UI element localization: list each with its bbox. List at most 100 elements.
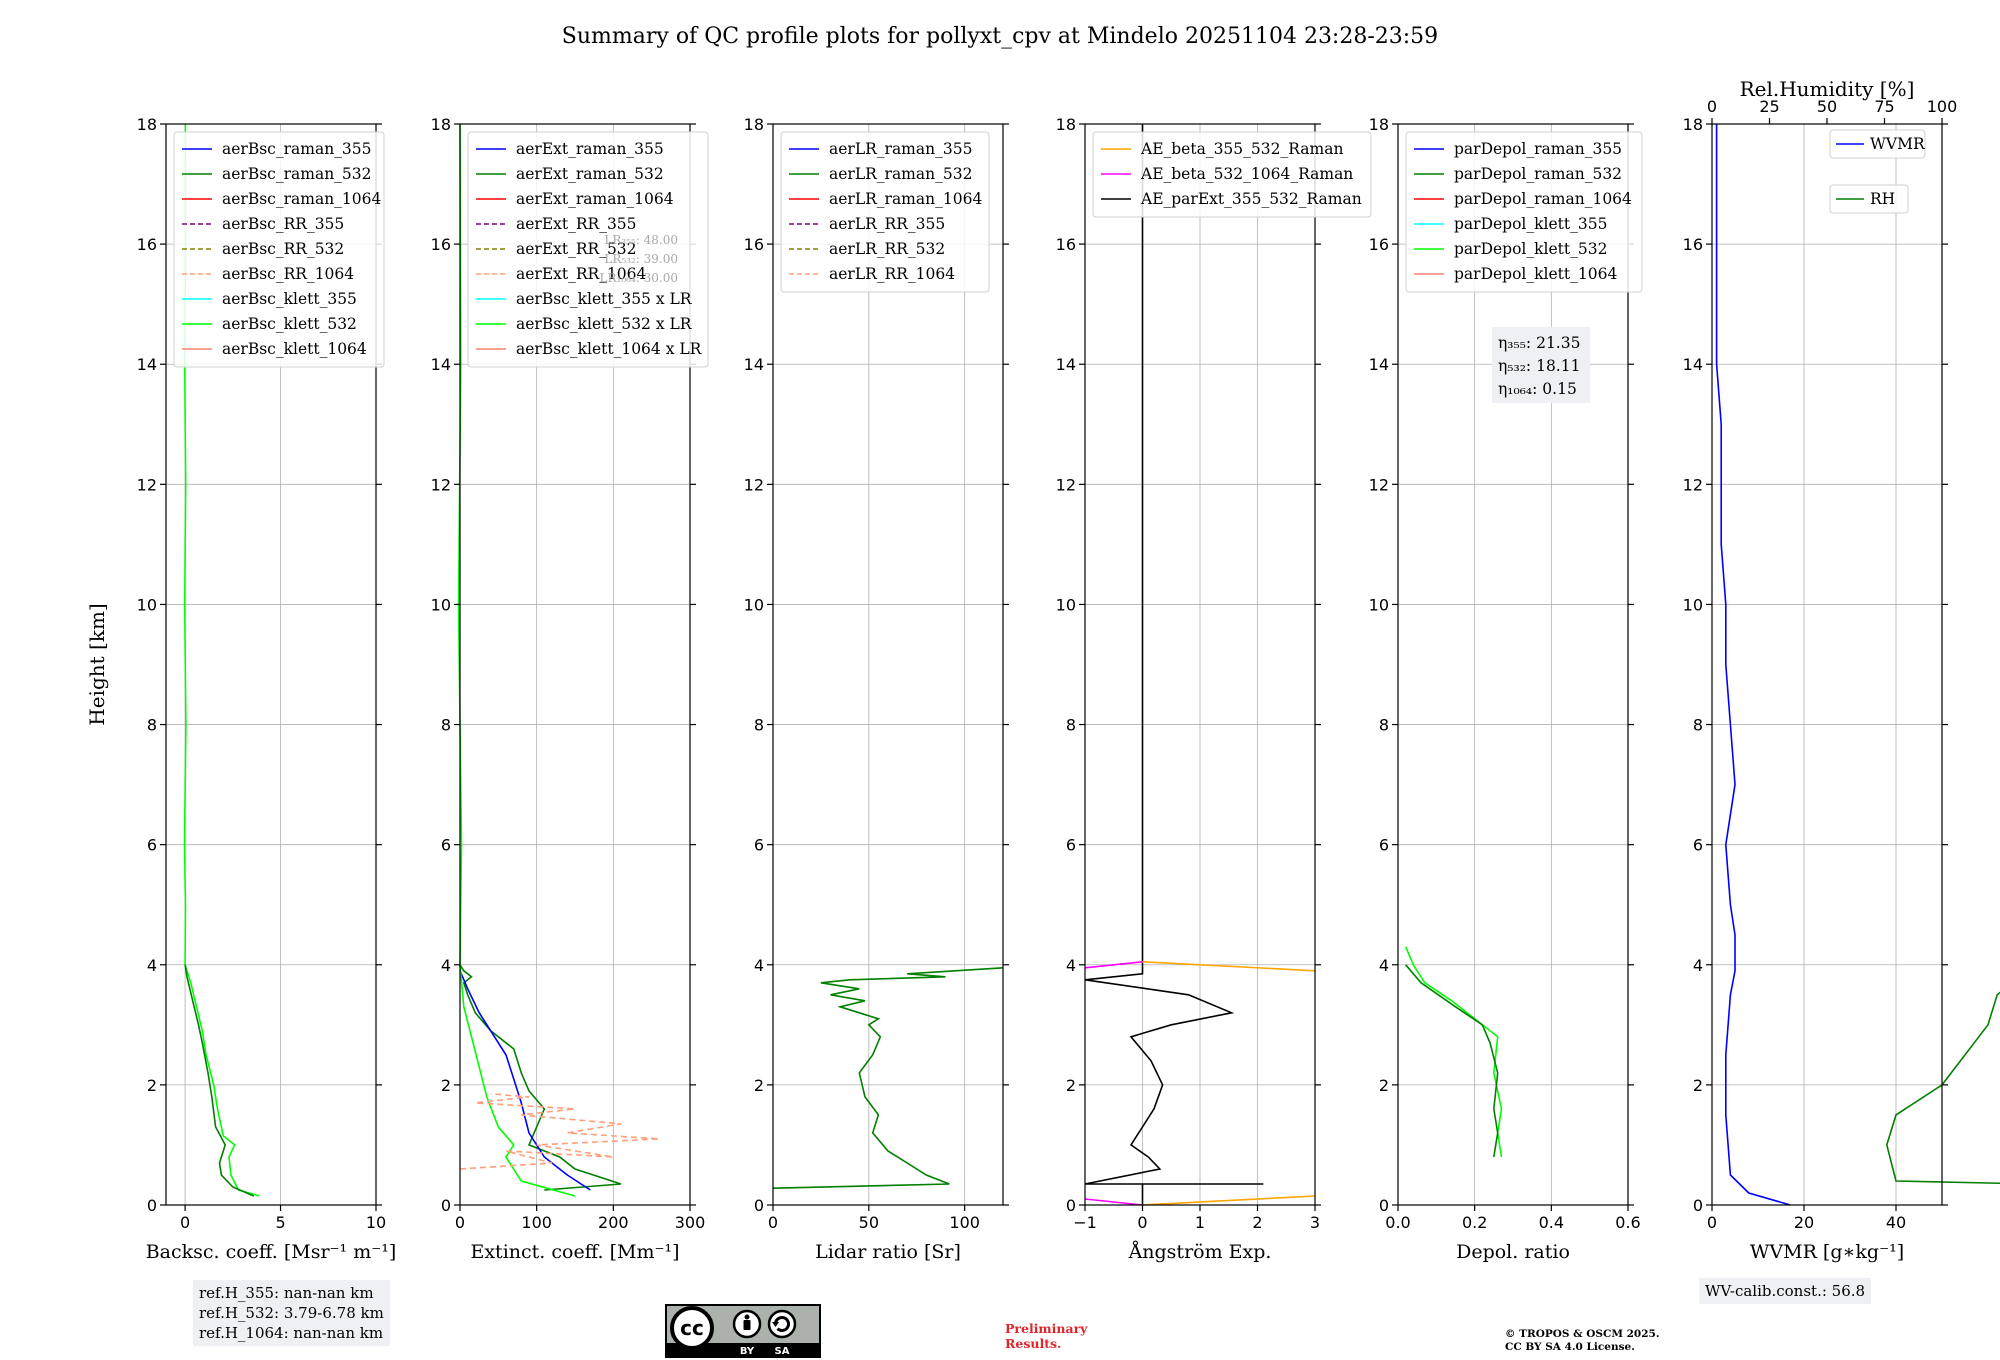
x-tick-label: 40 — [1886, 1213, 1906, 1232]
panel-2: 0 100 200 300 0 2 4 6 8 10 12 14 16 18 Extinct. coeff.… — [431, 115, 709, 1263]
x-tick-label: 20 — [1794, 1213, 1814, 1232]
y-tick-label: 0 — [1693, 1196, 1703, 1215]
x-tick-label: 0.0 — [1385, 1213, 1410, 1232]
y-tick-label: 10 — [1056, 595, 1076, 614]
legend-label: aerBsc_raman_355 — [222, 140, 372, 158]
eta-box — [1492, 327, 1590, 403]
legend: AE_beta_355_532_Raman AE_beta_532_1064_Ra… — [1092, 131, 1372, 218]
y-tick-label: 18 — [137, 115, 157, 134]
x-tick-label: 3 — [1310, 1213, 1320, 1232]
legend-label: aerExt_raman_532 — [516, 165, 664, 183]
y-tick-label: 8 — [1379, 716, 1389, 735]
x2-tick-label: 50 — [1817, 97, 1837, 116]
y-tick-label: 0 — [754, 1196, 764, 1215]
legend-label: AE_beta_532_1064_Raman — [1140, 165, 1353, 183]
x-axis-label: Ångström Exp. — [1128, 1241, 1272, 1263]
svg-text:BY: BY — [740, 1346, 755, 1357]
series-RH — [1885, 991, 2000, 1185]
legend-label: AE_beta_355_532_Raman — [1140, 140, 1343, 158]
y-tick-label: 18 — [1369, 115, 1389, 134]
x2-tick-label: 100 — [1927, 97, 1958, 116]
y-tick-label: 2 — [754, 1076, 764, 1095]
legend-label: parDepol_klett_532 — [1454, 240, 1607, 258]
x-axis-label: Extinct. coeff. [Mm⁻¹] — [470, 1241, 679, 1263]
x2-axis-label: Rel.Humidity [%] — [1740, 77, 1915, 101]
y-tick-label: 14 — [431, 355, 451, 374]
svg-text:SA: SA — [775, 1346, 790, 1357]
y-tick-label: 12 — [137, 475, 157, 494]
y-tick-label: 12 — [1369, 475, 1389, 494]
y-tick-label: 6 — [1379, 836, 1389, 855]
y-tick-label: 18 — [1683, 115, 1703, 134]
x-tick-label: 10 — [366, 1213, 386, 1232]
x-tick-label: 0 — [768, 1213, 778, 1232]
y-tick-label: 18 — [431, 115, 451, 134]
x-tick-label: 0 — [1137, 1213, 1147, 1232]
series-aerExt_raman_532 — [459, 964, 622, 1191]
y-tick-label: 6 — [1693, 836, 1703, 855]
reference-height-box: ref.H_355: nan-nan km ref.H_532: 3.79-6.… — [193, 1280, 390, 1346]
y-tick-label: 18 — [1056, 115, 1076, 134]
legend-label: parDepol_raman_355 — [1454, 140, 1622, 158]
panel-5: 0.0 0.2 0.4 0.6 0 2 4 6 8 10 12 14 16 18 Depol. ratio p… — [1369, 115, 1643, 1263]
legend-label: aerExt_RR_1064 — [516, 265, 647, 283]
axes-frame — [1711, 123, 1943, 1206]
legend-label: parDepol_raman_532 — [1454, 165, 1622, 183]
legend-label: aerLR_raman_1064 — [829, 190, 982, 208]
figure-title: Summary of QC profile plots for pollyxt_… — [562, 24, 1438, 49]
legend-label: aerExt_raman_1064 — [516, 190, 674, 208]
share-alike-icon — [767, 1309, 797, 1339]
y-tick-label: 2 — [1693, 1076, 1703, 1095]
cc-icon — [670, 1306, 714, 1350]
legend: aerLR_raman_355 aerLR_raman_532 aerLR_rama… — [780, 131, 990, 293]
series-AE_beta_355_532_Raman_top — [1142, 961, 1316, 972]
y-tick-label: 10 — [744, 595, 764, 614]
axes-frame — [165, 123, 377, 1206]
axes-frame — [459, 123, 691, 1206]
legend-label: aerBsc_RR_532 — [222, 240, 344, 258]
x-axis-label: WVMR [g∗kg⁻¹] — [1750, 1241, 1904, 1263]
axes-frame — [1397, 123, 1629, 1206]
y-tick-label: 8 — [1693, 716, 1703, 735]
legend-wvmr: WVMR — [1829, 129, 1926, 159]
legend-label: parDepol_raman_1064 — [1454, 190, 1632, 208]
y-tick-label: 4 — [1379, 956, 1389, 975]
legend-label: parDepol_klett_355 — [1454, 215, 1607, 233]
eta-label: η₁₀₆₄: 0.15 — [1498, 380, 1577, 398]
series-aerBsc_klett_532 x LR — [457, 123, 576, 1197]
y-tick-label: 2 — [147, 1076, 157, 1095]
legend: aerExt_raman_355 aerExt_raman_532 aerExt_r… — [467, 131, 709, 368]
legend-label: aerBsc_klett_1064 — [222, 340, 367, 358]
y-tick-label: 8 — [754, 716, 764, 735]
copyright-note: © TROPOS & OSCM 2025. CC BY SA 4.0 Licen… — [1505, 1328, 1660, 1353]
x2-tick-label: 75 — [1874, 97, 1894, 116]
x-tick-label: 2 — [1252, 1213, 1262, 1232]
legend: aerBsc_raman_355 aerBsc_raman_532 aerBsc_r… — [173, 131, 385, 368]
preliminary-results-note: Preliminary Results. — [1005, 1321, 1088, 1351]
legend-label: aerExt_RR_355 — [516, 215, 637, 233]
svg-text:cc: cc — [680, 1316, 704, 1340]
series-AE_beta_532_1064_Raman — [1084, 1198, 1143, 1206]
eta-label: η₃₅₅: 21.35 — [1498, 334, 1580, 352]
y-tick-label: 4 — [441, 956, 451, 975]
legend-label: aerExt_raman_355 — [516, 140, 664, 158]
y-tick-label: 14 — [1683, 355, 1703, 374]
y-tick-label: 0 — [147, 1196, 157, 1215]
series-aerLR_raman_532 — [772, 967, 1004, 1189]
legend-label: aerLR_RR_355 — [829, 215, 945, 233]
x-tick-label: 300 — [675, 1213, 706, 1232]
x-tick-label: 0 — [1707, 1213, 1717, 1232]
y-tick-label: 4 — [754, 956, 764, 975]
legend-label: aerBsc_klett_532 x LR — [516, 315, 693, 333]
series-AE_beta_532_1064_Raman_top — [1084, 961, 1143, 969]
x-tick-label: 0 — [180, 1213, 190, 1232]
panel-3: 0 50 100 0 2 4 6 8 10 12 14 16 18 Lidar ratio [Sr] aer… — [744, 115, 1009, 1263]
legend-label: aerExt_RR_532 — [516, 240, 637, 258]
legend-label: aerBsc_klett_355 — [222, 290, 357, 308]
y-tick-label: 0 — [1066, 1196, 1076, 1215]
x-tick-label: 0.2 — [1462, 1213, 1487, 1232]
y-tick-label: 16 — [744, 235, 764, 254]
y-tick-label: 14 — [1056, 355, 1076, 374]
legend-label: RH — [1870, 190, 1895, 208]
